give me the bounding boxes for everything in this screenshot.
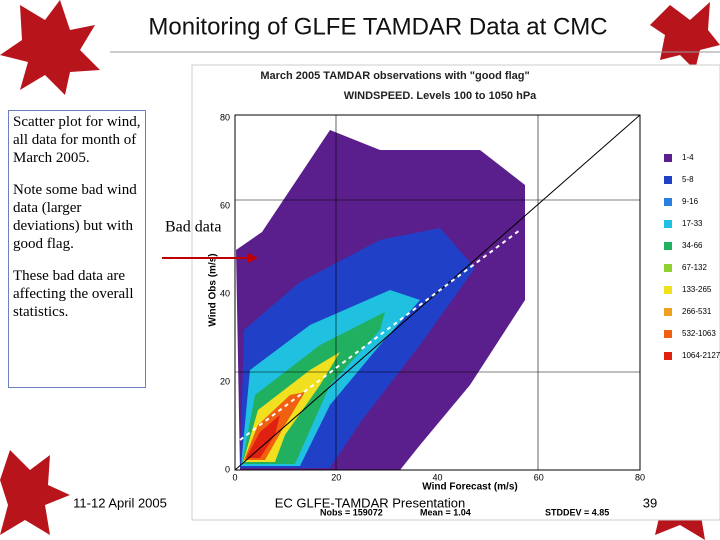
y-axis-label: Wind Obs (m/s) xyxy=(208,253,219,326)
x-tick-label: 80 xyxy=(635,472,645,482)
legend-label: 1-4 xyxy=(682,153,694,162)
legend-label: 34-66 xyxy=(682,241,703,250)
legend-swatch xyxy=(664,352,672,360)
legend-swatch xyxy=(664,264,672,272)
plot-stat: Nobs = 159072 xyxy=(320,507,383,517)
footer-page: 39 xyxy=(643,495,657,510)
x-tick-label: 0 xyxy=(232,472,237,482)
notes-box: Scatter plot for wind, all data for mont… xyxy=(8,110,146,388)
diagonal xyxy=(234,114,641,471)
legend-swatch xyxy=(664,198,672,206)
x-axis-label: Wind Forecast (m/s) xyxy=(422,482,517,493)
plot-frame xyxy=(234,114,641,471)
note: Note some bad wind data (larger deviatio… xyxy=(13,182,137,252)
legend-label: 133-265 xyxy=(682,285,712,294)
x-tick-label: 40 xyxy=(432,472,442,482)
note: Scatter plot for wind, all data for mont… xyxy=(13,114,141,166)
x-tick-label: 20 xyxy=(331,472,341,482)
legend-label: 67-132 xyxy=(682,263,707,272)
plot-stat: STDDEV = 4.85 xyxy=(545,507,609,517)
legend-swatch xyxy=(664,154,672,162)
legend-swatch xyxy=(664,242,672,250)
legend-swatch xyxy=(664,220,672,228)
callout: Bad data xyxy=(165,219,221,236)
legend-label: 9-16 xyxy=(682,197,699,206)
legend-swatch xyxy=(664,286,672,294)
footer-date: 11-12 April 2005 xyxy=(73,495,167,510)
y-tick-label: 80 xyxy=(220,112,230,122)
legend-swatch xyxy=(664,330,672,338)
x-tick-label: 60 xyxy=(534,472,544,482)
plot-subtitle: WINDSPEED. Levels 100 to 1050 hPa xyxy=(344,90,537,102)
legend-label: 266-531 xyxy=(682,307,712,316)
footer-presentation: EC GLFE-TAMDAR Presentation xyxy=(275,495,465,510)
callout-arrowhead xyxy=(248,253,258,263)
y-tick-label: 40 xyxy=(220,288,230,298)
note: These bad data are affecting the overall… xyxy=(13,268,134,320)
y-tick-label: 20 xyxy=(220,376,230,386)
plot-title: March 2005 TAMDAR observations with "goo… xyxy=(260,70,529,82)
legend-label: 5-8 xyxy=(682,175,694,184)
legend-swatch xyxy=(664,308,672,316)
slide-title: Monitoring of GLFE TAMDAR Data at CMC xyxy=(148,13,607,40)
density-field xyxy=(236,130,525,470)
legend-label: 532-1063 xyxy=(682,329,716,338)
y-tick-label: 0 xyxy=(225,464,230,474)
legend-swatch xyxy=(664,176,672,184)
legend-label: 17-33 xyxy=(682,219,703,228)
y-tick-label: 60 xyxy=(220,200,230,210)
plot-stat: Mean = 1.04 xyxy=(420,507,471,517)
fit-line xyxy=(239,229,521,441)
legend-label: 1064-2127 xyxy=(682,351,720,360)
